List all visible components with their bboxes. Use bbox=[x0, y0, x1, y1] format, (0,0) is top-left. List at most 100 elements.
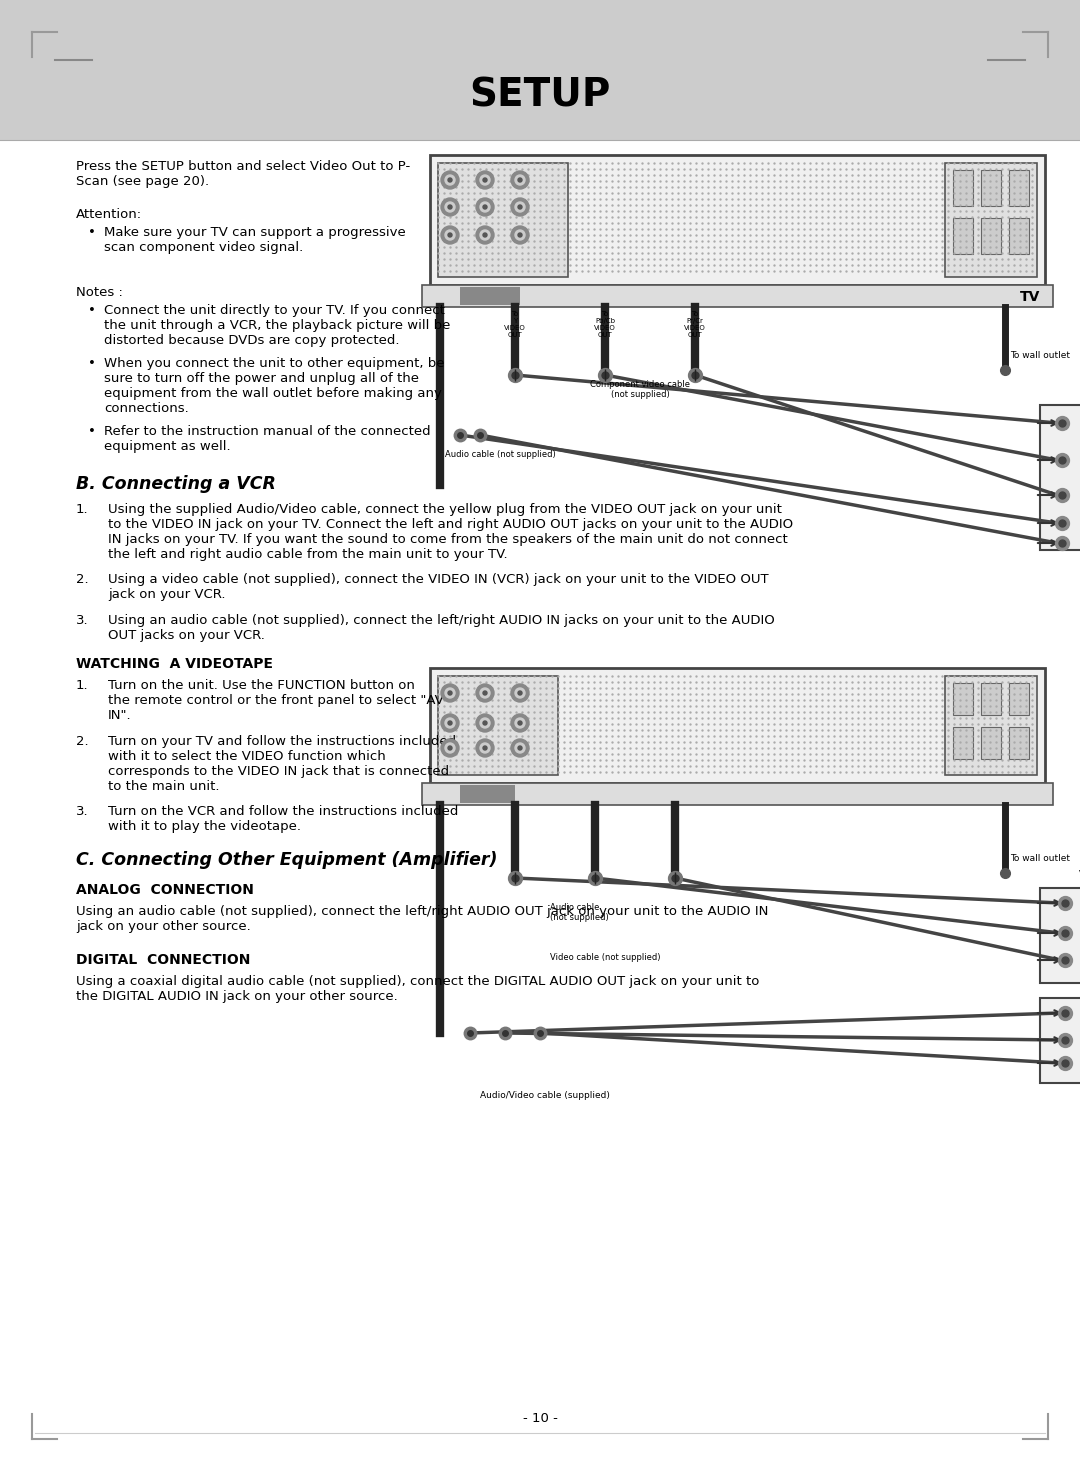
Bar bbox=[438, 163, 568, 277]
Circle shape bbox=[448, 232, 453, 237]
Bar bbox=[953, 683, 973, 715]
Circle shape bbox=[445, 718, 455, 728]
Bar bbox=[1009, 218, 1029, 254]
Text: Audio cable
(not supplied): Audio cable (not supplied) bbox=[550, 903, 609, 922]
Circle shape bbox=[476, 227, 494, 244]
Circle shape bbox=[448, 178, 453, 182]
Circle shape bbox=[518, 691, 522, 694]
Bar bbox=[945, 163, 1037, 277]
Text: Attention:: Attention: bbox=[76, 207, 143, 221]
Circle shape bbox=[518, 721, 522, 725]
Circle shape bbox=[445, 202, 455, 212]
Text: To wall outlet: To wall outlet bbox=[1010, 853, 1070, 862]
Text: Using an audio cable (not supplied), connect the left/right AUDIO IN jacks on yo: Using an audio cable (not supplied), con… bbox=[108, 613, 774, 641]
Bar bbox=[981, 171, 1001, 206]
Circle shape bbox=[445, 743, 455, 753]
Text: SETUP: SETUP bbox=[470, 76, 610, 113]
Bar bbox=[953, 218, 973, 254]
Bar bbox=[1040, 888, 1080, 983]
Circle shape bbox=[515, 229, 525, 240]
Circle shape bbox=[483, 204, 487, 209]
Text: C. Connecting Other Equipment (Amplifier): C. Connecting Other Equipment (Amplifier… bbox=[76, 850, 498, 868]
Circle shape bbox=[448, 746, 453, 750]
Circle shape bbox=[476, 171, 494, 188]
Circle shape bbox=[445, 175, 455, 185]
Bar bbox=[0, 0, 1080, 140]
Circle shape bbox=[480, 718, 490, 728]
Circle shape bbox=[480, 688, 490, 699]
Text: Refer to the instruction manual of the connected
equipment as well.: Refer to the instruction manual of the c… bbox=[104, 425, 431, 453]
Text: Press the SETUP button and select Video Out to P-
Scan (see page 20).: Press the SETUP button and select Video … bbox=[76, 160, 410, 188]
Bar bbox=[438, 677, 558, 775]
Circle shape bbox=[476, 684, 494, 702]
Text: ANALOG  CONNECTION: ANALOG CONNECTION bbox=[76, 883, 254, 896]
Text: Using a coaxial digital audio cable (not supplied), connect the DIGITAL AUDIO OU: Using a coaxial digital audio cable (not… bbox=[76, 974, 759, 1003]
Circle shape bbox=[511, 171, 529, 188]
Text: Using an audio cable (not supplied), connect the left/right AUDIO OUT jack on yo: Using an audio cable (not supplied), con… bbox=[76, 905, 768, 933]
Circle shape bbox=[441, 738, 459, 758]
Bar bbox=[460, 786, 515, 803]
Bar bbox=[460, 287, 519, 304]
Circle shape bbox=[441, 171, 459, 188]
Bar bbox=[430, 668, 1045, 783]
Circle shape bbox=[518, 204, 522, 209]
Text: Make sure your TV can support a progressive
scan component video signal.: Make sure your TV can support a progress… bbox=[104, 227, 406, 254]
Circle shape bbox=[441, 227, 459, 244]
Bar bbox=[945, 677, 1037, 775]
Circle shape bbox=[518, 232, 522, 237]
Text: 3.: 3. bbox=[76, 805, 89, 818]
Circle shape bbox=[448, 204, 453, 209]
Text: 1.: 1. bbox=[76, 503, 89, 516]
Bar bbox=[1009, 683, 1029, 715]
Circle shape bbox=[441, 684, 459, 702]
Bar bbox=[981, 727, 1001, 759]
Bar bbox=[430, 154, 1045, 285]
Text: 2.: 2. bbox=[76, 574, 89, 585]
Circle shape bbox=[476, 199, 494, 216]
Circle shape bbox=[483, 178, 487, 182]
Text: •: • bbox=[87, 425, 96, 438]
Circle shape bbox=[511, 684, 529, 702]
Circle shape bbox=[483, 691, 487, 694]
Bar bbox=[1040, 405, 1080, 550]
Text: Video cable (not supplied): Video cable (not supplied) bbox=[550, 953, 661, 962]
Text: 1.: 1. bbox=[76, 680, 89, 691]
Text: Notes :: Notes : bbox=[76, 285, 123, 299]
Text: Turn on your TV and follow the instructions included
with it to select the VIDEO: Turn on your TV and follow the instructi… bbox=[108, 734, 456, 793]
Text: Connect the unit directly to your TV. If you connect
the unit through a VCR, the: Connect the unit directly to your TV. If… bbox=[104, 304, 450, 347]
Bar bbox=[1009, 171, 1029, 206]
Bar bbox=[1009, 727, 1029, 759]
Circle shape bbox=[518, 178, 522, 182]
Circle shape bbox=[511, 738, 529, 758]
Circle shape bbox=[448, 691, 453, 694]
Text: TV: TV bbox=[1020, 290, 1040, 304]
Circle shape bbox=[515, 202, 525, 212]
Circle shape bbox=[441, 199, 459, 216]
Circle shape bbox=[483, 746, 487, 750]
Circle shape bbox=[445, 688, 455, 699]
Circle shape bbox=[518, 746, 522, 750]
Bar bbox=[1040, 997, 1080, 1083]
Circle shape bbox=[511, 713, 529, 733]
Circle shape bbox=[483, 232, 487, 237]
Text: - 10 -: - 10 - bbox=[523, 1412, 557, 1425]
Circle shape bbox=[515, 718, 525, 728]
Circle shape bbox=[445, 229, 455, 240]
Bar bbox=[953, 727, 973, 759]
Circle shape bbox=[511, 227, 529, 244]
Text: •: • bbox=[87, 357, 96, 371]
Circle shape bbox=[480, 202, 490, 212]
Text: •: • bbox=[87, 227, 96, 238]
Text: •: • bbox=[87, 304, 96, 316]
Circle shape bbox=[511, 199, 529, 216]
Text: Audio cable (not supplied): Audio cable (not supplied) bbox=[445, 450, 556, 459]
Text: To
Pb/Cb
VIDEO
OUT: To Pb/Cb VIDEO OUT bbox=[594, 310, 616, 338]
Text: B. Connecting a VCR: B. Connecting a VCR bbox=[76, 475, 275, 493]
Circle shape bbox=[515, 175, 525, 185]
Text: To wall outlet: To wall outlet bbox=[1010, 350, 1070, 359]
Circle shape bbox=[483, 721, 487, 725]
Text: DIGITAL  CONNECTION: DIGITAL CONNECTION bbox=[76, 953, 251, 966]
Bar bbox=[981, 218, 1001, 254]
Text: To
Y
VIDEO
OUT: To Y VIDEO OUT bbox=[504, 310, 526, 338]
Bar bbox=[981, 683, 1001, 715]
